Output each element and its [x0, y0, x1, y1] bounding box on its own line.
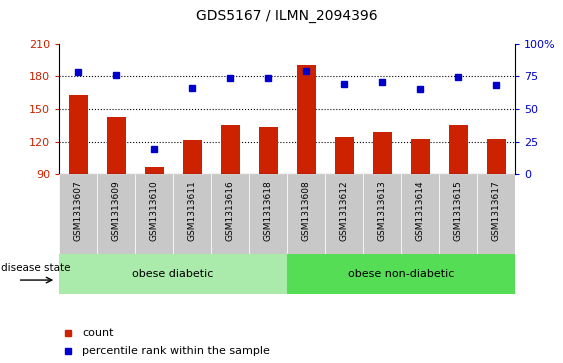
Text: GDS5167 / ILMN_2094396: GDS5167 / ILMN_2094396: [196, 9, 378, 23]
Bar: [69, 95, 88, 174]
Bar: [334, 137, 354, 174]
Text: GSM1313617: GSM1313617: [491, 181, 501, 241]
Text: count: count: [82, 328, 113, 338]
Bar: [182, 140, 202, 174]
Text: GSM1313614: GSM1313614: [415, 181, 425, 241]
Text: GSM1313608: GSM1313608: [302, 181, 311, 241]
Bar: [325, 174, 363, 254]
Bar: [135, 174, 173, 254]
Bar: [449, 125, 468, 174]
Bar: [363, 174, 401, 254]
Text: disease state: disease state: [1, 263, 71, 273]
Text: GSM1313610: GSM1313610: [150, 181, 159, 241]
Bar: [97, 174, 135, 254]
Text: GSM1313607: GSM1313607: [74, 181, 83, 241]
Text: GSM1313615: GSM1313615: [454, 181, 463, 241]
Bar: [258, 127, 278, 174]
Bar: [211, 174, 249, 254]
Bar: [401, 174, 439, 254]
Bar: [287, 254, 534, 294]
Text: GSM1313612: GSM1313612: [339, 181, 348, 241]
Text: GSM1313616: GSM1313616: [226, 181, 235, 241]
Bar: [477, 174, 515, 254]
Text: obese diabetic: obese diabetic: [132, 269, 214, 279]
Bar: [173, 174, 211, 254]
Text: GSM1313618: GSM1313618: [263, 181, 272, 241]
Bar: [410, 139, 430, 174]
Bar: [373, 132, 392, 174]
Bar: [221, 125, 240, 174]
Text: GSM1313611: GSM1313611: [187, 181, 196, 241]
Bar: [297, 65, 316, 174]
Text: percentile rank within the sample: percentile rank within the sample: [82, 346, 270, 356]
Bar: [287, 174, 325, 254]
Bar: [145, 167, 164, 174]
Text: GSM1313613: GSM1313613: [378, 181, 387, 241]
Bar: [59, 174, 97, 254]
Bar: [249, 174, 287, 254]
Bar: [439, 174, 477, 254]
Bar: [486, 139, 506, 174]
Bar: [59, 254, 287, 294]
Text: obese non-diabetic: obese non-diabetic: [348, 269, 454, 279]
Text: GSM1313609: GSM1313609: [111, 181, 120, 241]
Bar: [106, 117, 126, 174]
